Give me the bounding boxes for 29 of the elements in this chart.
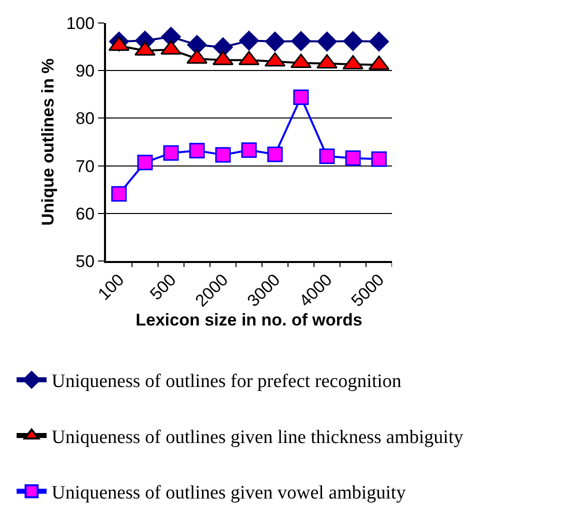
point [111, 186, 127, 202]
legend-label: Uniqueness of outlines given vowel ambiguity [52, 482, 406, 504]
point [189, 142, 205, 158]
y-axis-title: Unique outlines in % [38, 58, 58, 226]
point [163, 145, 179, 161]
y-tick-label: 70 [76, 156, 95, 176]
x-tick-label: 500 [146, 270, 180, 304]
point [317, 32, 337, 52]
point [343, 31, 363, 51]
point [215, 147, 231, 163]
point [239, 30, 259, 50]
legend-label: Uniqueness of outlines given line thickness ambiguity [52, 426, 464, 448]
point [267, 146, 283, 162]
y-tick-label: 90 [76, 62, 95, 81]
point [137, 154, 153, 170]
legend-label: Uniqueness of outlines for prefect recognition [52, 371, 402, 392]
point [293, 90, 309, 106]
x-axis-title: Lexicon size in no. of words [136, 310, 362, 330]
point [371, 151, 387, 167]
point [241, 142, 257, 158]
point [369, 32, 389, 52]
y-tick-label: 100 [66, 14, 95, 33]
point [291, 31, 311, 51]
point [345, 150, 361, 166]
y-tick-label: 50 [76, 252, 95, 271]
point [265, 32, 285, 52]
y-tick-label: 80 [76, 109, 95, 128]
y-tick-label: 60 [76, 204, 95, 224]
point [319, 148, 335, 164]
